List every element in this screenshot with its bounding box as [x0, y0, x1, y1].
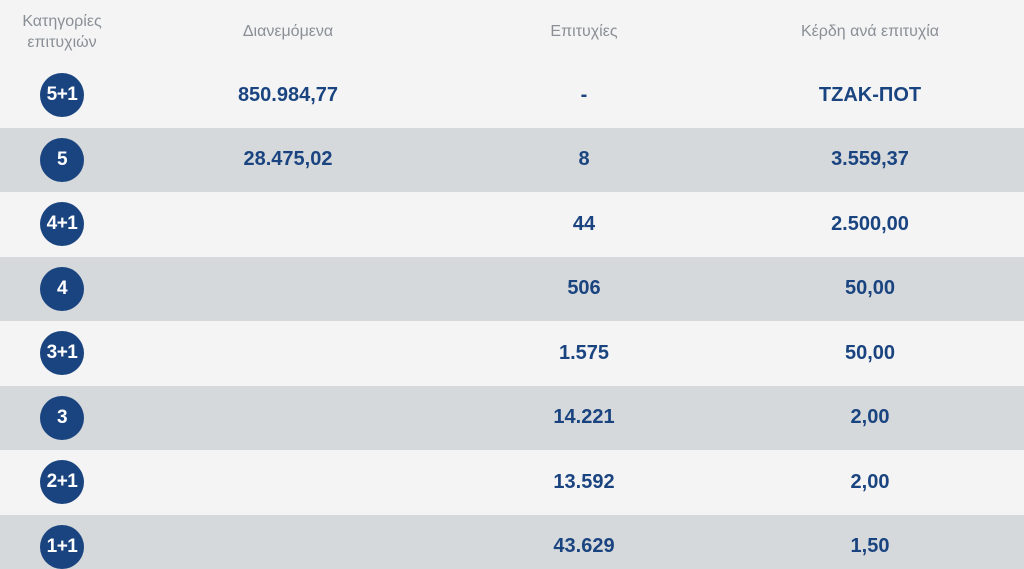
category-badge: 2+1 — [40, 460, 84, 505]
prize-value: 50,00 — [844, 277, 896, 300]
prize-value: 2,00 — [850, 406, 890, 429]
header-prize-per-winner: Κέρδη ανά επιτυχία — [800, 23, 940, 40]
table-row: 3 14.221 2,00 — [0, 385, 1024, 450]
header-categories: Κατηγορίες επιτυχιών — [22, 12, 102, 51]
prize-value: ΤΖΑΚ-ΠΟΤ — [818, 83, 922, 106]
winners-value: 13.592 — [553, 470, 615, 493]
winners-value: 506 — [567, 277, 601, 300]
winners-value: 43.629 — [553, 535, 615, 558]
category-badge: 3+1 — [40, 331, 84, 376]
category-badge: 5+1 — [40, 73, 84, 118]
table-row: 5 28.475,02 8 3.559,37 — [0, 127, 1024, 192]
table-row: 4 506 50,00 — [0, 256, 1024, 321]
distributed-value: 28.475,02 — [243, 148, 333, 171]
table-row: 5+1 850.984,77 - ΤΖΑΚ-ΠΟΤ — [0, 63, 1024, 128]
header-distributed: Διανεμόμενα — [242, 23, 334, 40]
prize-value: 2,00 — [850, 470, 890, 493]
winners-value: - — [580, 83, 588, 106]
category-badge: 1+1 — [40, 524, 84, 569]
winners-value: 14.221 — [553, 406, 615, 429]
distributed-value: 850.984,77 — [237, 83, 339, 106]
category-badge: 5 — [40, 137, 84, 182]
table-header: Κατηγορίες επιτυχιών Διανεμόμενα Επιτυχί… — [0, 0, 1024, 63]
prize-value: 1,50 — [850, 535, 890, 558]
prize-value: 2.500,00 — [831, 212, 909, 235]
prize-value: 50,00 — [844, 341, 896, 364]
winners-value: 44 — [572, 212, 596, 235]
winners-value: 8 — [578, 148, 590, 171]
category-badge: 3 — [40, 395, 84, 440]
table-row: 3+1 1.575 50,00 — [0, 321, 1024, 386]
table-row: 2+1 13.592 2,00 — [0, 450, 1024, 515]
winners-value: 1.575 — [558, 341, 610, 364]
table-row: 4+1 44 2.500,00 — [0, 192, 1024, 257]
table-row: 1+1 43.629 1,50 — [0, 514, 1024, 569]
category-badge: 4+1 — [40, 202, 84, 247]
prize-value: 3.559,37 — [831, 148, 909, 171]
category-badge: 4 — [40, 266, 84, 311]
header-winners: Επιτυχίες — [550, 23, 618, 40]
